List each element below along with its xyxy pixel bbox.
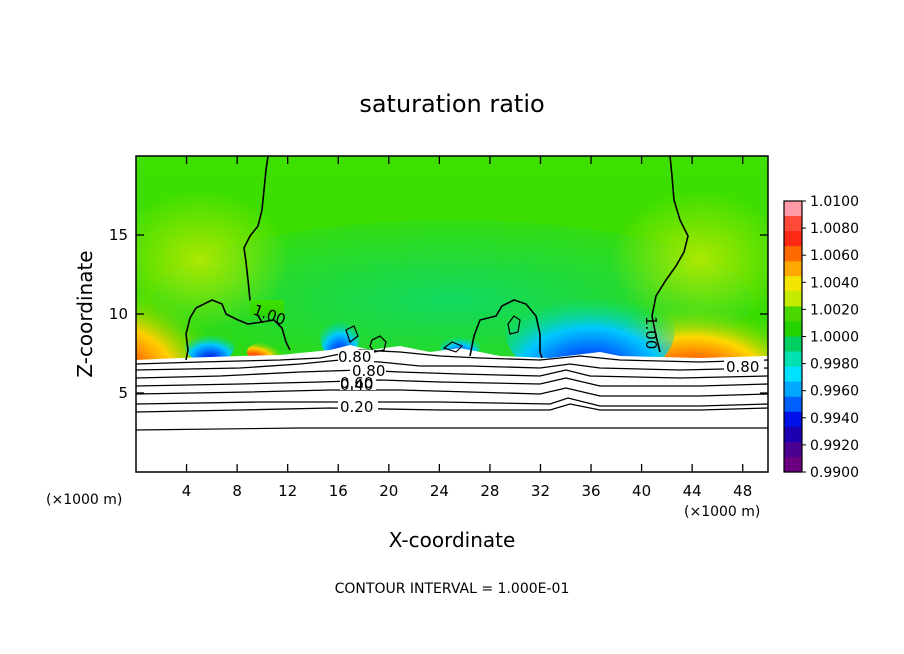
contour-1-00-left-b [261,319,291,351]
field-lower-region [136,345,768,472]
contour-label-3: 0.80 [338,348,371,366]
colorbar-swatch [784,456,802,473]
colorbar: 1.0100 1.0080 1.0060 1.0040 1.0020 1.0000 0.99… [783,194,859,481]
contour-1-00-center [469,299,543,359]
x-tick-label: 8 [232,482,242,500]
colorbar-label: 1.0000 [810,330,859,346]
colorbar-swatch [784,201,802,217]
colorbar-swatch [784,216,802,232]
colorbar-swatch [784,321,802,338]
y-tick-label: 5 [118,384,128,402]
x-tick-label: 48 [733,482,752,500]
contour-interval-note: CONTOUR INTERVAL = 1.000E-01 [335,581,570,597]
y-tick-label: 15 [109,226,128,244]
colorbar-swatch [784,291,802,307]
contour-label-6: 0.40 [340,376,373,394]
contour-1-00-left [185,156,269,361]
x-unit-right: (×1000 m) [684,504,760,520]
x-axis: 4 8 12 16 20 24 28 32 36 40 44 48 [182,156,752,500]
contour-0-20 [136,403,768,413]
colorbar-label: 0.9900 [810,465,859,481]
contour-0-60 [136,369,768,379]
contour-0-30 [136,397,768,407]
contour-1-00-right [651,156,689,353]
plot-field: 1.00 1.00 0.80 0.80 0.60 0.40 0.20 0.80 [136,156,768,472]
x-tick-label: 20 [379,482,398,500]
contour-blob-1 [369,335,387,353]
colorbar-swatch [784,231,802,247]
x-tick-label: 24 [430,482,449,500]
colorbar-swatch [784,396,802,413]
contour-lines [136,156,768,431]
colorbar-swatch [784,411,802,428]
colorbar-label: 1.0060 [810,248,859,264]
colorbar-swatch [784,381,802,398]
x-tick-label: 36 [581,482,600,500]
colorbar-label: 0.9940 [810,411,859,427]
contour-0-50 [136,377,768,387]
contour-label-group: 1.00 1.00 0.80 0.80 0.60 0.40 0.20 0.80 [250,300,764,416]
colorbar-label: 0.9980 [810,357,859,373]
colorbar-swatch [784,261,802,277]
x-tick-label: 40 [632,482,651,500]
contour-label-2: 1.00 [642,316,660,349]
colorbar-label: 1.0080 [810,221,859,237]
contour-0-10 [136,427,768,431]
contour-label-4: 0.80 [352,362,385,380]
colorbar-swatch [784,276,802,292]
contour-0-40 [136,387,768,397]
colorbar-swatch [784,441,802,458]
x-axis-label: X-coordinate [389,528,516,552]
contour-0-80 [136,349,768,365]
colorbar-swatch [784,351,802,368]
x-tick-label: 16 [329,482,348,500]
colorbar-swatch [784,336,802,353]
x-tick-label: 28 [480,482,499,500]
x-unit-left: (×1000 m) [46,492,122,508]
contour-label-7: 0.20 [340,398,373,416]
x-tick-label: 4 [182,482,192,500]
colorbar-label: 1.0040 [810,275,859,291]
contour-label-8: 0.80 [726,358,759,376]
y-axis: 5 10 15 [109,226,768,402]
colorbar-label: 1.0100 [810,194,859,210]
y-axis-label: Z-coordinate [73,250,97,377]
contour-blob-2 [507,315,521,335]
colorbar-swatch [784,366,802,383]
contour-blob-4 [442,341,464,353]
x-tick-label: 32 [531,482,550,500]
contour-0-70 [136,359,768,371]
x-tick-label: 12 [278,482,297,500]
colorbar-swatch [784,426,802,443]
colorbar-label: 1.0020 [810,302,859,318]
contour-blob-3 [345,325,359,343]
colorbar-label: 0.9920 [810,438,859,454]
colorbar-label: 0.9960 [810,384,859,400]
colorbar-swatch [784,306,802,323]
y-tick-label: 10 [109,305,128,323]
field-blue-left [185,327,235,363]
contour-label-5: 0.60 [340,374,373,392]
x-tick-label: 44 [683,482,702,500]
colorbar-swatch [784,246,802,262]
chart-title: saturation ratio [359,90,544,118]
